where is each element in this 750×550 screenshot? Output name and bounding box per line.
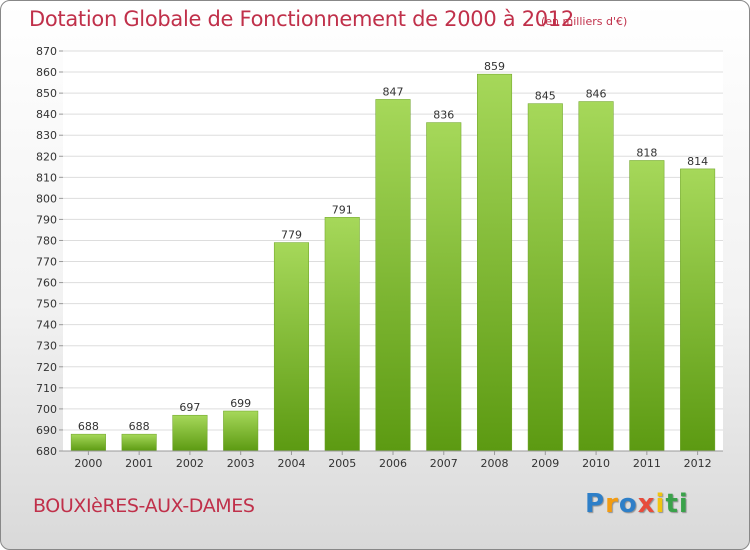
- value-label-2011: 818: [636, 146, 657, 159]
- y-tick-label: 700: [36, 403, 57, 416]
- value-label-2001: 688: [129, 420, 150, 433]
- x-tick-label-2000: 2000: [74, 457, 102, 470]
- y-tick-label: 830: [36, 129, 57, 142]
- logo-letter: x: [637, 489, 656, 519]
- bar-2003: [223, 410, 259, 452]
- logo-letter: r: [605, 489, 619, 519]
- y-tick-label: 730: [36, 340, 57, 353]
- y-tick-label: 820: [36, 150, 57, 163]
- logo-letter: P: [585, 489, 606, 519]
- x-tick-label-2010: 2010: [582, 457, 610, 470]
- bars: [70, 73, 716, 452]
- units-label: (en milliers d'€): [541, 15, 628, 28]
- value-label-2007: 836: [433, 109, 454, 122]
- bar-2012: [680, 168, 716, 452]
- y-tick-label: 760: [36, 277, 57, 290]
- x-tick-label-2001: 2001: [125, 457, 153, 470]
- y-tick-label: 770: [36, 256, 57, 269]
- value-label-2005: 791: [332, 203, 353, 216]
- y-tick-label: 790: [36, 213, 57, 226]
- bar-2008: [477, 73, 513, 452]
- y-axis-ticks: 680 690 700 710 720 730 740 750 760 770 780 790 800 8…: [36, 45, 63, 458]
- x-tick-label-2005: 2005: [328, 457, 356, 470]
- y-tick-label: 800: [36, 192, 57, 205]
- y-tick-label: 870: [36, 45, 57, 58]
- value-label-2004: 779: [281, 229, 302, 242]
- x-tick-label-2009: 2009: [531, 457, 559, 470]
- value-label-2012: 814: [687, 155, 708, 168]
- bar-2009: [527, 103, 563, 452]
- bar-2001: [121, 433, 157, 452]
- value-label-2006: 847: [383, 85, 404, 98]
- y-tick-label: 690: [36, 424, 57, 437]
- bar-2005: [324, 217, 360, 452]
- y-tick-label: 680: [36, 445, 57, 458]
- y-tick-label: 850: [36, 87, 57, 100]
- commune-name: BOUXIèRES-AUX-DAMES: [33, 495, 255, 517]
- logo-letter: o: [618, 489, 638, 519]
- x-tick-label-2012: 2012: [684, 457, 712, 470]
- bar-2011: [629, 160, 665, 452]
- y-tick-label: 710: [36, 382, 57, 395]
- x-tick-label-2006: 2006: [379, 457, 407, 470]
- x-tick-label-2007: 2007: [430, 457, 458, 470]
- value-label-2003: 699: [230, 397, 251, 410]
- bar-2007: [426, 122, 462, 452]
- y-tick-label: 810: [36, 171, 57, 184]
- proxiti-logo: Proxiti: [585, 489, 689, 519]
- chart-title: Dotation Globale de Fonctionnement de 20…: [29, 7, 574, 31]
- bar-2010: [578, 101, 614, 452]
- value-label-2000: 688: [78, 420, 99, 433]
- value-labels: 688 688 697 699 779 791 847 836 859 845 846 818 814: [78, 60, 708, 433]
- x-tick-label-2004: 2004: [277, 457, 305, 470]
- logo-letter: i: [655, 489, 666, 519]
- x-tick-label-2003: 2003: [227, 457, 255, 470]
- y-tick-label: 860: [36, 66, 57, 79]
- value-label-2002: 697: [179, 401, 200, 414]
- x-tick-label-2008: 2008: [481, 457, 509, 470]
- y-tick-label: 740: [36, 319, 57, 332]
- y-tick-label: 750: [36, 298, 57, 311]
- bar-2004: [273, 242, 309, 452]
- y-tick-label: 840: [36, 108, 57, 121]
- y-tick-label: 780: [36, 234, 57, 247]
- x-tick-label-2002: 2002: [176, 457, 204, 470]
- bar-2006: [375, 99, 411, 452]
- bar-2002: [172, 414, 208, 452]
- y-tick-label: 720: [36, 361, 57, 374]
- x-axis-ticks: 2000 2001 2002 2003 2004 2005 2006 2007 2008 2009…: [74, 451, 712, 470]
- x-tick-label-2011: 2011: [633, 457, 661, 470]
- value-label-2010: 846: [586, 88, 607, 101]
- value-label-2008: 859: [484, 60, 505, 73]
- logo-letter: i: [678, 489, 689, 519]
- value-label-2009: 845: [535, 90, 556, 103]
- logo-letter: t: [665, 489, 679, 519]
- bar-2000: [70, 433, 106, 452]
